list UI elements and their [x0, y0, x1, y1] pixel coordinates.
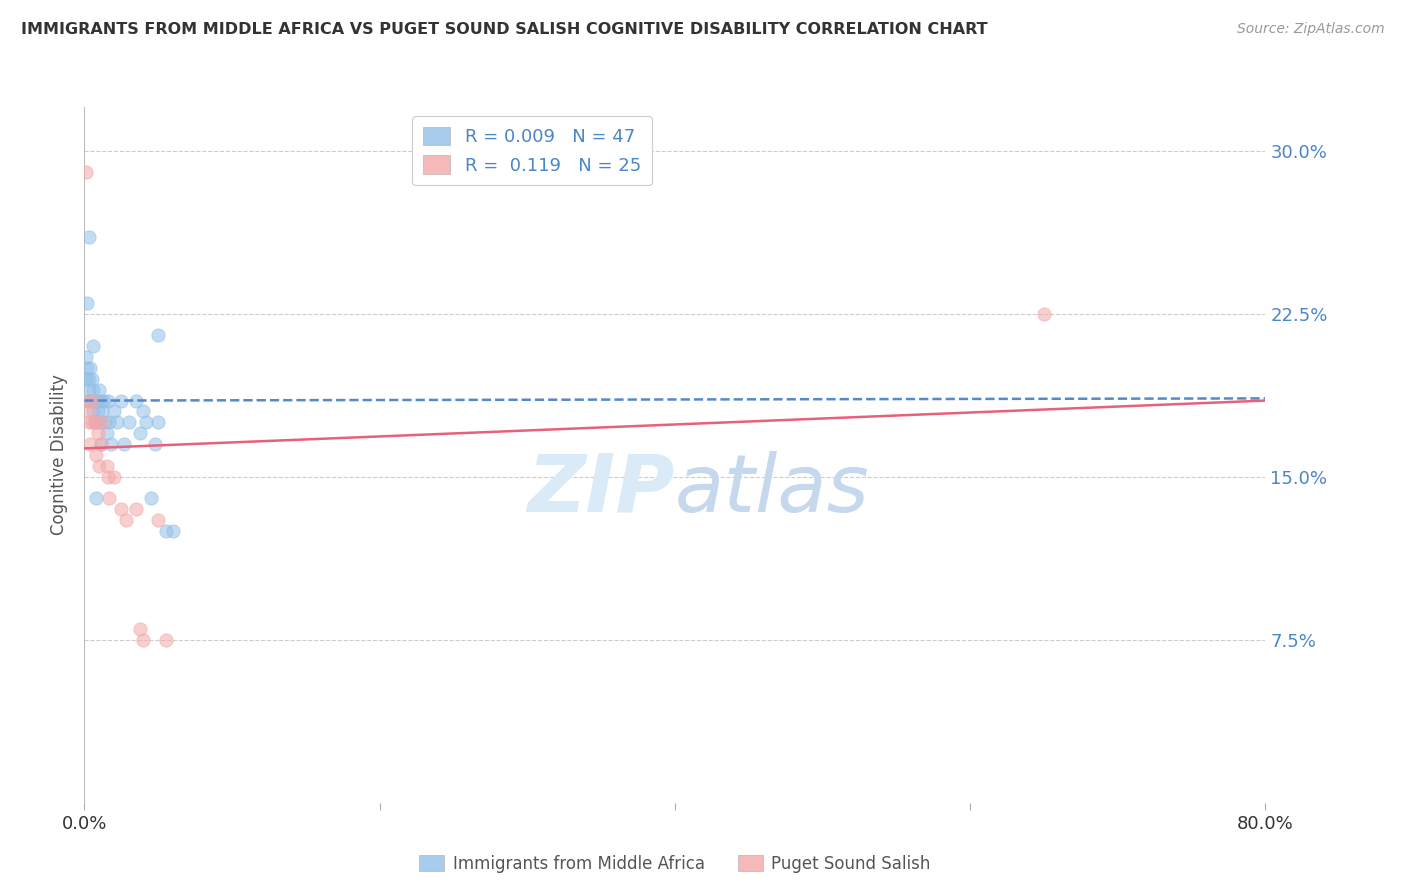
- Point: [148, 513, 170, 527]
- Point: [103, 469, 125, 483]
- Point: [89, 458, 111, 473]
- Point: [76, 295, 98, 310]
- Point: [90, 437, 112, 451]
- Point: [79, 360, 101, 375]
- Point: [84, 393, 107, 408]
- Point: [125, 502, 148, 516]
- Point: [93, 393, 115, 408]
- Point: [148, 328, 170, 343]
- Text: atlas: atlas: [675, 450, 870, 529]
- Point: [77, 383, 100, 397]
- Point: [139, 491, 162, 506]
- Legend: Immigrants from Middle Africa, Puget Sound Salish: Immigrants from Middle Africa, Puget Sou…: [412, 848, 938, 880]
- Point: [75, 350, 97, 364]
- Point: [80, 393, 103, 408]
- Point: [132, 632, 155, 647]
- Point: [148, 415, 170, 429]
- Point: [114, 513, 136, 527]
- Point: [84, 415, 107, 429]
- Point: [76, 393, 98, 408]
- Point: [75, 165, 97, 179]
- Point: [77, 404, 100, 418]
- Point: [77, 415, 100, 429]
- Point: [100, 437, 122, 451]
- Point: [162, 524, 184, 538]
- Point: [75, 372, 97, 386]
- Point: [98, 415, 121, 429]
- Point: [86, 426, 108, 441]
- Point: [79, 437, 101, 451]
- Point: [90, 437, 112, 451]
- Point: [76, 360, 98, 375]
- Point: [83, 415, 105, 429]
- Point: [89, 383, 111, 397]
- Point: [135, 415, 157, 429]
- Text: IMMIGRANTS FROM MIDDLE AFRICA VS PUGET SOUND SALISH COGNITIVE DISABILITY CORRELA: IMMIGRANTS FROM MIDDLE AFRICA VS PUGET S…: [21, 22, 987, 37]
- Point: [80, 372, 103, 386]
- Point: [143, 437, 166, 451]
- Point: [155, 632, 177, 647]
- Point: [91, 415, 114, 429]
- Point: [84, 448, 107, 462]
- Point: [83, 393, 105, 408]
- Point: [83, 415, 105, 429]
- Point: [105, 415, 128, 429]
- Point: [82, 393, 104, 408]
- Point: [76, 393, 98, 408]
- Point: [80, 415, 103, 429]
- Point: [110, 393, 132, 408]
- Point: [82, 339, 104, 353]
- Point: [89, 415, 111, 429]
- Point: [86, 404, 108, 418]
- Point: [90, 393, 112, 408]
- Point: [98, 491, 121, 506]
- Point: [129, 622, 152, 636]
- Point: [97, 469, 120, 483]
- Point: [82, 404, 104, 418]
- Point: [77, 230, 100, 244]
- Point: [84, 491, 107, 506]
- Point: [118, 415, 141, 429]
- Point: [91, 404, 114, 418]
- Text: Source: ZipAtlas.com: Source: ZipAtlas.com: [1237, 22, 1385, 37]
- Point: [129, 426, 152, 441]
- Point: [96, 458, 118, 473]
- Text: ZIP: ZIP: [527, 450, 675, 529]
- Point: [96, 426, 118, 441]
- Point: [97, 393, 120, 408]
- Point: [125, 393, 148, 408]
- Point: [132, 404, 155, 418]
- Point: [94, 415, 117, 429]
- Point: [1032, 307, 1054, 321]
- Point: [79, 393, 101, 408]
- Point: [112, 437, 135, 451]
- Legend: R = 0.009   N = 47, R =  0.119   N = 25: R = 0.009 N = 47, R = 0.119 N = 25: [412, 116, 652, 186]
- Y-axis label: Cognitive Disability: Cognitive Disability: [51, 375, 69, 535]
- Point: [82, 383, 104, 397]
- Point: [110, 502, 132, 516]
- Point: [77, 372, 100, 386]
- Point: [155, 524, 177, 538]
- Point: [103, 404, 125, 418]
